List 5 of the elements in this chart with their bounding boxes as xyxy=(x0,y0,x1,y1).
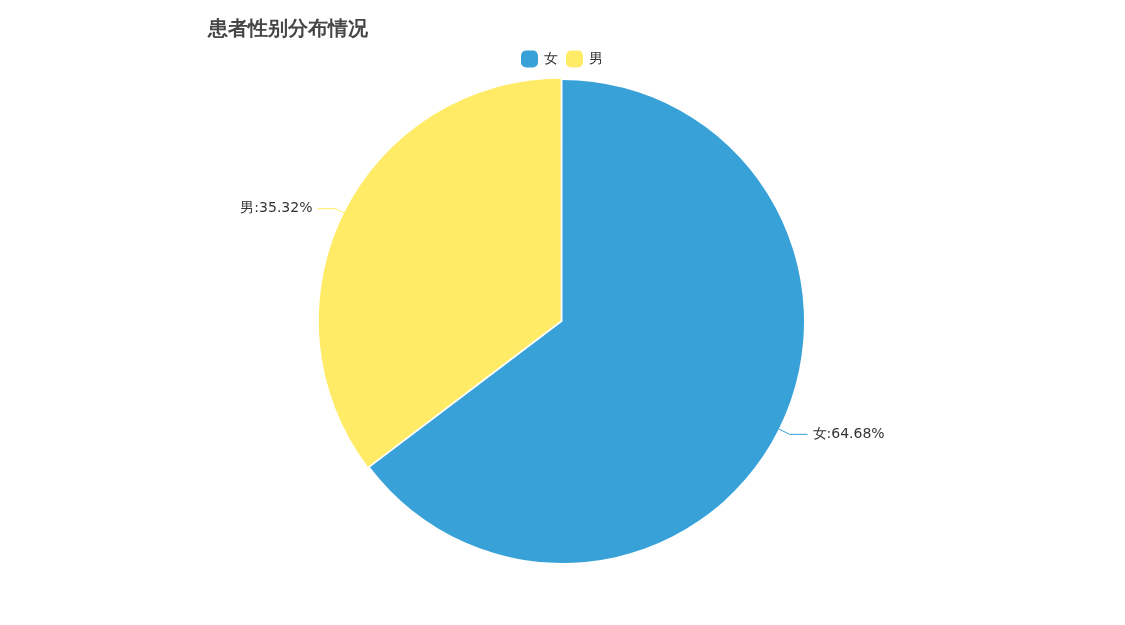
legend-label: 女 xyxy=(543,49,558,66)
legend-label: 男 xyxy=(588,49,603,66)
chart-title: 患者性别分布情况 xyxy=(207,16,369,41)
data-label: 女:64.68% xyxy=(812,424,885,441)
data-label: 男:35.32% xyxy=(240,199,313,216)
